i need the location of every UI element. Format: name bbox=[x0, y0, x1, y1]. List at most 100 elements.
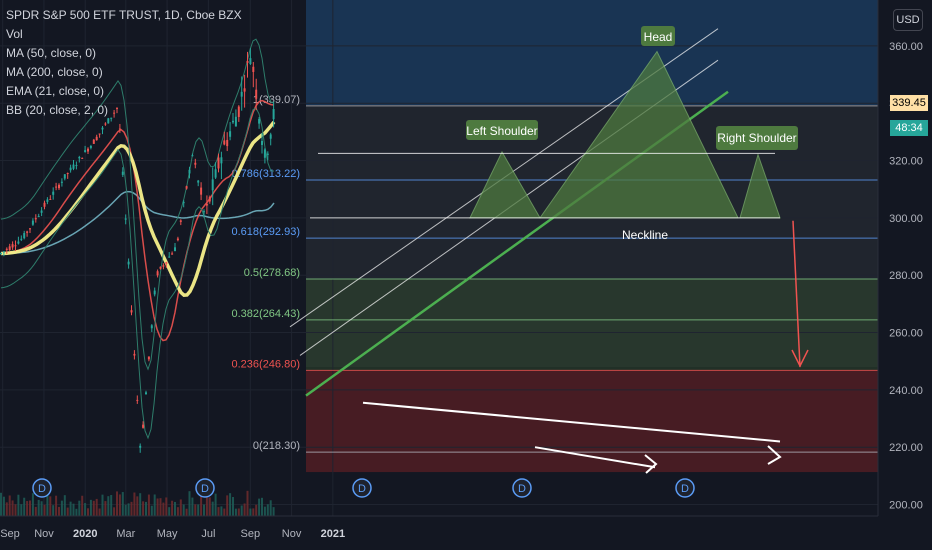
candle-body bbox=[142, 424, 145, 428]
volume-bar bbox=[197, 504, 200, 516]
volume-bar bbox=[255, 504, 258, 516]
volume-bar bbox=[263, 506, 266, 516]
candle-body bbox=[130, 310, 133, 313]
candle-body bbox=[40, 210, 43, 213]
legend-bb[interactable]: BB (20, close, 2, 0) bbox=[6, 103, 109, 117]
legend-vol[interactable]: Vol bbox=[6, 27, 23, 41]
fib-level-label: 0.382(264.43) bbox=[232, 308, 301, 320]
candle-body bbox=[110, 117, 113, 119]
candle-body bbox=[200, 187, 203, 195]
volume-bars bbox=[0, 490, 275, 516]
arrow-head-2 bbox=[644, 454, 658, 474]
volume-bar bbox=[258, 498, 261, 516]
candle-body bbox=[263, 149, 266, 158]
volume-bar bbox=[208, 497, 211, 516]
candle-body bbox=[98, 133, 101, 135]
dividend-circle bbox=[32, 478, 52, 498]
candle-body bbox=[55, 186, 58, 188]
volume-bar bbox=[145, 501, 147, 516]
volume-bar bbox=[232, 497, 234, 516]
volume-bar bbox=[84, 503, 87, 516]
volume-bar bbox=[156, 498, 159, 516]
dividend-circle bbox=[512, 478, 532, 498]
candle-body bbox=[194, 162, 197, 165]
volume-bar bbox=[214, 493, 217, 516]
volume-bar bbox=[162, 502, 165, 516]
volume-bar bbox=[31, 493, 34, 516]
volume-bar bbox=[223, 508, 226, 516]
candle-body bbox=[31, 220, 34, 225]
volume-bar bbox=[78, 500, 81, 516]
target-arrow-head bbox=[791, 349, 809, 368]
candle-body bbox=[92, 139, 95, 144]
fib-level-label: 1(339.07) bbox=[253, 94, 300, 106]
candle-body bbox=[208, 196, 211, 202]
candle-body bbox=[261, 140, 263, 145]
volume-bar bbox=[92, 500, 95, 516]
volume-bar bbox=[142, 501, 145, 516]
candle-body bbox=[52, 191, 55, 195]
candle-body bbox=[159, 266, 162, 269]
candle-body bbox=[266, 153, 269, 155]
candle-body bbox=[188, 169, 191, 174]
candlestick-series bbox=[0, 48, 275, 453]
candle-body bbox=[78, 157, 81, 159]
price-tick-label: 280.00 bbox=[889, 270, 923, 282]
volume-bar bbox=[165, 497, 168, 516]
volume-bar bbox=[87, 508, 89, 516]
dividend-circle bbox=[675, 478, 695, 498]
currency-button[interactable]: USD bbox=[893, 9, 923, 31]
fib-zone-red bbox=[306, 370, 878, 473]
volume-bar bbox=[234, 508, 237, 516]
candle-body bbox=[49, 198, 52, 200]
volume-bar bbox=[159, 498, 162, 516]
volume-bar bbox=[174, 501, 176, 516]
candle-body bbox=[147, 356, 150, 360]
legend-ma200[interactable]: MA (200, close, 0) bbox=[6, 65, 103, 79]
symbol-title[interactable]: SPDR S&P 500 ETF TRUST, 1D, Cboe BZX bbox=[6, 8, 242, 22]
candle-body bbox=[205, 203, 208, 206]
volume-bar bbox=[179, 499, 182, 516]
volume-bar bbox=[14, 504, 17, 516]
candle-body bbox=[168, 256, 171, 258]
volume-bar bbox=[72, 503, 75, 516]
volume-bar bbox=[55, 495, 58, 516]
chart-grid bbox=[0, 0, 878, 516]
candle-body bbox=[81, 157, 84, 159]
candle-body bbox=[145, 392, 147, 395]
volume-trend-arrow-2 bbox=[534, 446, 656, 469]
candle-body bbox=[220, 157, 223, 164]
dividend-circle bbox=[195, 478, 215, 498]
candle-body bbox=[176, 238, 179, 241]
dividend-label: D bbox=[38, 483, 46, 495]
candle-body bbox=[249, 58, 252, 64]
bb-upper bbox=[0, 38, 274, 371]
volume-bar bbox=[133, 492, 136, 516]
candle-body bbox=[179, 220, 182, 222]
candle-body bbox=[191, 155, 194, 157]
moving-averages bbox=[0, 38, 276, 440]
candle-body bbox=[46, 199, 49, 202]
candle-body bbox=[150, 325, 153, 329]
candle-body bbox=[69, 167, 72, 171]
dividend-label: D bbox=[201, 483, 209, 495]
time-tick-label: Sep bbox=[241, 528, 261, 540]
legend-ma50[interactable]: MA (50, close, 0) bbox=[6, 46, 97, 60]
volume-bar bbox=[237, 508, 240, 516]
head-label: Head bbox=[641, 26, 675, 46]
volume-bar bbox=[261, 497, 263, 516]
candle-body bbox=[124, 218, 127, 220]
candle-body bbox=[185, 186, 188, 189]
volume-bar bbox=[266, 504, 269, 516]
candle-body bbox=[14, 245, 17, 247]
candle-body bbox=[72, 164, 75, 169]
legend-ema21[interactable]: EMA (21, close, 0) bbox=[6, 84, 105, 98]
volume-bar bbox=[11, 500, 14, 516]
candle-body bbox=[11, 244, 14, 248]
candle-body bbox=[116, 107, 118, 109]
time-tick-label: Sep bbox=[0, 528, 20, 540]
candle-body bbox=[29, 228, 31, 230]
annotations: Head Left Shoulder Right Shoulder Neckli… bbox=[466, 26, 798, 242]
